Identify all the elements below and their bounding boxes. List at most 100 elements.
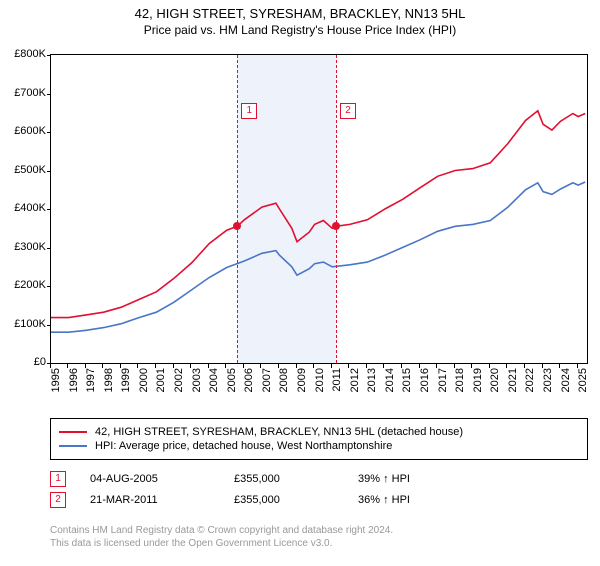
x-tick	[67, 364, 68, 368]
x-axis-label: 2007	[261, 368, 273, 392]
y-axis-label: £800K	[14, 48, 46, 60]
footer-attribution: Contains HM Land Registry data © Crown c…	[50, 524, 588, 550]
x-axis-label: 2004	[208, 368, 220, 392]
footer-line-1: Contains HM Land Registry data © Crown c…	[50, 524, 588, 537]
sale-row: 1 04-AUG-2005 £355,000 39% ↑ HPI	[50, 471, 588, 487]
x-tick	[559, 364, 560, 368]
sale-index-box: 2	[50, 492, 66, 508]
footer-line-2: This data is licensed under the Open Gov…	[50, 537, 588, 550]
x-tick	[471, 364, 472, 368]
x-tick	[524, 364, 525, 368]
x-axis-label: 2025	[577, 368, 589, 392]
sale-price: £355,000	[234, 473, 334, 485]
x-axis-label: 2002	[173, 368, 185, 392]
legend-swatch-price	[59, 431, 87, 433]
y-axis-label: £0	[34, 356, 46, 368]
y-axis-label: £500K	[14, 164, 46, 176]
x-axis-label: 2006	[243, 368, 255, 392]
legend-label-price: 42, HIGH STREET, SYRESHAM, BRACKLEY, NN1…	[95, 426, 463, 438]
y-tick	[47, 94, 51, 95]
legend-row-price: 42, HIGH STREET, SYRESHAM, BRACKLEY, NN1…	[59, 426, 579, 438]
legend-label-hpi: HPI: Average price, detached house, West…	[95, 440, 392, 452]
sale-marker-dot	[332, 222, 340, 230]
y-axis-label: £700K	[14, 87, 46, 99]
chart-title: 42, HIGH STREET, SYRESHAM, BRACKLEY, NN1…	[0, 6, 600, 21]
x-axis-label: 2022	[524, 368, 536, 392]
x-tick	[348, 364, 349, 368]
y-axis-label: £600K	[14, 125, 46, 137]
x-axis-label: 2005	[226, 368, 238, 392]
sale-vline	[336, 55, 337, 363]
y-axis-label: £200K	[14, 279, 46, 291]
x-axis-label: 1998	[103, 368, 115, 392]
x-tick	[278, 364, 279, 368]
x-axis-label: 2000	[138, 368, 150, 392]
x-axis-label: 2019	[472, 368, 484, 392]
chart-lines	[51, 55, 587, 363]
x-tick	[85, 364, 86, 368]
x-axis-label: 2018	[454, 368, 466, 392]
x-axis-label: 2024	[560, 368, 572, 392]
x-tick	[243, 364, 244, 368]
x-axis-label: 1997	[85, 368, 97, 392]
hpi-line	[51, 182, 585, 332]
x-axis-label: 2020	[489, 368, 501, 392]
x-tick	[401, 364, 402, 368]
x-tick	[260, 364, 261, 368]
sale-marker-box: 2	[340, 103, 356, 119]
x-tick	[313, 364, 314, 368]
x-tick	[137, 364, 138, 368]
x-axis-label: 2015	[401, 368, 413, 392]
x-tick	[331, 364, 332, 368]
y-tick	[47, 286, 51, 287]
x-axis-label: 2017	[437, 368, 449, 392]
y-tick	[47, 132, 51, 133]
sale-row: 2 21-MAR-2011 £355,000 36% ↑ HPI	[50, 492, 588, 508]
sale-price: £355,000	[234, 494, 334, 506]
x-axis-label: 2021	[507, 368, 519, 392]
x-axis-label: 1999	[120, 368, 132, 392]
x-tick	[383, 364, 384, 368]
x-axis-label: 2003	[191, 368, 203, 392]
x-axis-label: 2023	[542, 368, 554, 392]
x-tick	[296, 364, 297, 368]
x-tick	[542, 364, 543, 368]
x-axis-label: 2013	[366, 368, 378, 392]
price-line	[51, 111, 585, 318]
sale-vline	[237, 55, 238, 363]
x-axis-label: 2010	[314, 368, 326, 392]
x-axis-label: 2012	[349, 368, 361, 392]
x-tick	[50, 364, 51, 368]
x-tick	[506, 364, 507, 368]
x-axis-label: 1995	[50, 368, 62, 392]
y-axis-label: £100K	[14, 318, 46, 330]
sale-index-box: 1	[50, 471, 66, 487]
x-tick	[155, 364, 156, 368]
sale-marker-box: 1	[241, 103, 257, 119]
x-axis-label: 2008	[278, 368, 290, 392]
x-axis-label: 2009	[296, 368, 308, 392]
sale-date: 21-MAR-2011	[90, 494, 210, 506]
x-tick	[436, 364, 437, 368]
sale-marker-dot	[233, 222, 241, 230]
x-axis-label: 2011	[331, 368, 343, 392]
legend-swatch-hpi	[59, 445, 87, 447]
x-tick	[419, 364, 420, 368]
y-tick	[47, 55, 51, 56]
y-tick	[47, 209, 51, 210]
sales-table: 1 04-AUG-2005 £355,000 39% ↑ HPI 2 21-MA…	[50, 466, 588, 513]
y-axis-label: £300K	[14, 241, 46, 253]
x-tick	[577, 364, 578, 368]
y-axis-label: £400K	[14, 202, 46, 214]
x-axis-label: 1996	[68, 368, 80, 392]
x-tick	[190, 364, 191, 368]
x-axis-label: 2001	[155, 368, 167, 392]
chart-subtitle: Price paid vs. HM Land Registry's House …	[0, 23, 600, 37]
x-tick	[208, 364, 209, 368]
x-tick	[489, 364, 490, 368]
x-axis-label: 2016	[419, 368, 431, 392]
y-tick	[47, 171, 51, 172]
legend-row-hpi: HPI: Average price, detached house, West…	[59, 440, 579, 452]
y-tick	[47, 325, 51, 326]
x-axis-label: 2014	[384, 368, 396, 392]
